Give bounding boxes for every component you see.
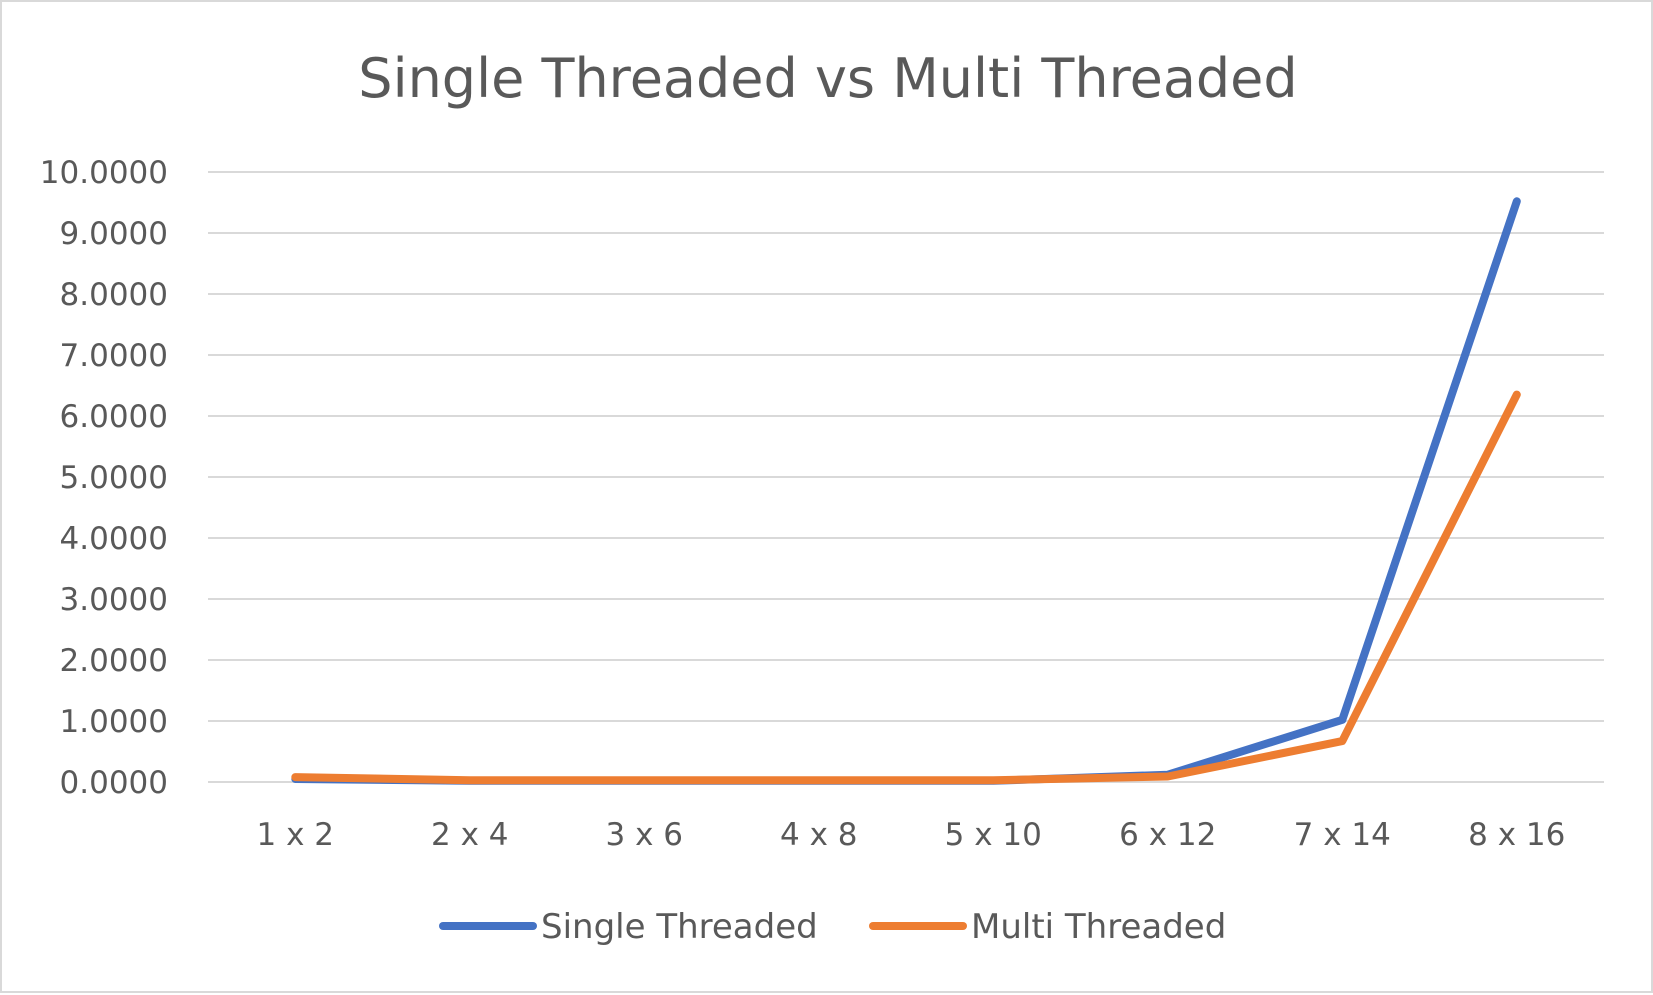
y-tick-label: 0.0000 (60, 765, 168, 801)
x-tick-label: 8 x 16 (1468, 817, 1565, 853)
x-tick-label: 2 x 4 (431, 817, 509, 853)
y-tick-label: 1.0000 (60, 704, 168, 740)
x-tick-label: 7 x 14 (1294, 817, 1391, 853)
legend-label: Multi Threaded (971, 907, 1226, 947)
x-tick-label: 1 x 2 (257, 817, 335, 853)
y-tick-label: 5.0000 (60, 460, 168, 496)
x-tick-label: 3 x 6 (606, 817, 684, 853)
series (291, 197, 1521, 785)
series-line-multi-threaded (291, 390, 1521, 785)
chart-title: Single Threaded vs Multi Threaded (358, 47, 1297, 110)
y-tick-label: 9.0000 (60, 216, 168, 252)
gridlines (208, 171, 1604, 783)
x-tick-label: 5 x 10 (945, 817, 1042, 853)
y-tick-label: 10.0000 (40, 155, 168, 191)
x-tick-label: 6 x 12 (1119, 817, 1216, 853)
y-tick-label: 8.0000 (60, 277, 168, 313)
series-line-single-threaded (291, 197, 1521, 785)
y-tick-label: 6.0000 (60, 399, 168, 435)
x-tick-label: 4 x 8 (780, 817, 858, 853)
y-tick-label: 4.0000 (60, 521, 168, 557)
y-axis: 0.0000 1.0000 2.0000 3.0000 4.0000 5.0000 6.00… (40, 155, 168, 801)
y-tick-label: 2.0000 (60, 643, 168, 679)
legend: Single Threaded Multi Threaded (439, 907, 1226, 947)
legend-label: Single Threaded (541, 907, 818, 947)
y-tick-label: 3.0000 (60, 582, 168, 618)
y-tick-label: 7.0000 (60, 338, 168, 374)
x-axis: 1 x 2 2 x 4 3 x 6 4 x 8 5 x 10 6 x 12 7 x 14 8 … (257, 817, 1566, 853)
